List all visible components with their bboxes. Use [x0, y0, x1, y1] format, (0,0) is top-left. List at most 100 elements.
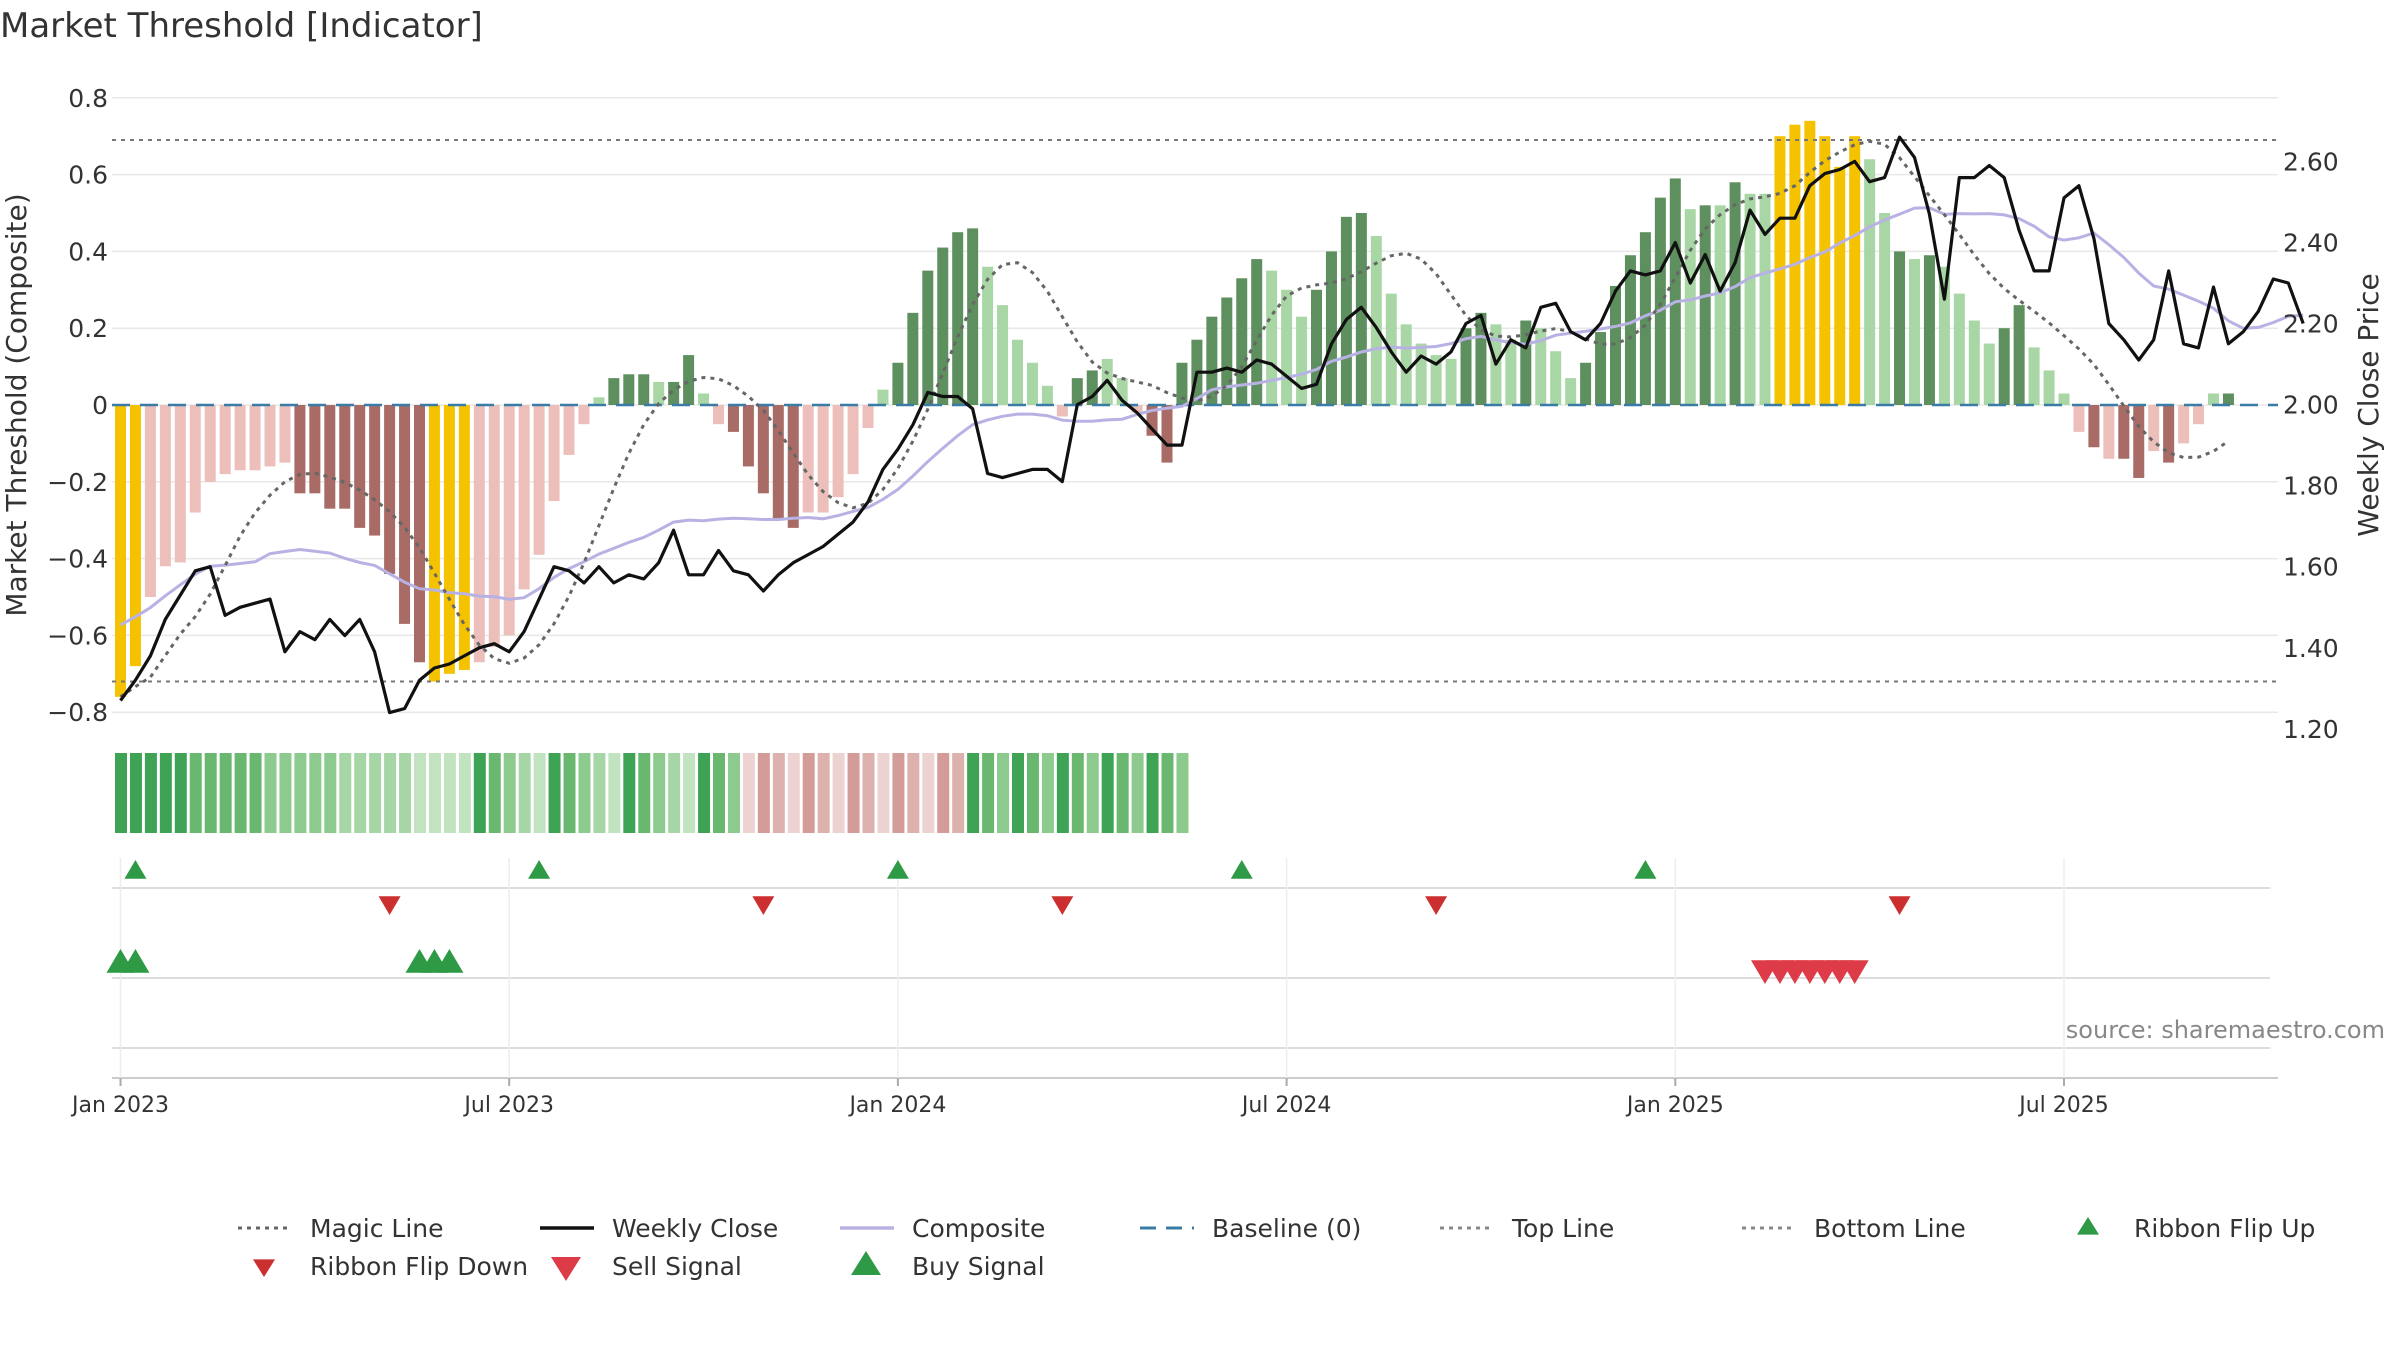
legend-item: Weekly Close	[540, 1214, 778, 1243]
composite-bar	[1415, 343, 1427, 405]
legend-label: Composite	[912, 1214, 1045, 1243]
composite-bar	[1146, 405, 1158, 436]
composite-bar	[653, 381, 665, 405]
ribbon-cell	[757, 753, 770, 833]
composite-bar	[1699, 205, 1711, 405]
composite-bar	[578, 405, 590, 425]
composite-bar	[488, 405, 500, 647]
composite-bar	[1236, 278, 1248, 405]
ribbon-cell	[817, 753, 830, 833]
ribbon-cell	[772, 753, 785, 833]
composite-bar	[1654, 197, 1666, 405]
source-label: source: sharemaestro.com	[2066, 1016, 2385, 1044]
ribbon-cell	[548, 753, 561, 833]
ribbon-cell	[1116, 753, 1129, 833]
composite-bar	[249, 405, 261, 471]
composite-bar	[458, 405, 470, 670]
ribbon-cell	[802, 753, 815, 833]
composite-bar	[1281, 289, 1293, 405]
composite-bar	[832, 405, 844, 498]
composite-bar	[952, 232, 964, 405]
ribbon-cell	[1071, 753, 1084, 833]
composite-bar	[2043, 370, 2055, 405]
ribbon-cell	[593, 753, 606, 833]
legend-item: Sell Signal	[551, 1252, 742, 1281]
x-tick-label: Jul 2024	[1240, 1093, 1332, 1118]
ribbon-cell	[294, 753, 307, 833]
legend-label: Bottom Line	[1814, 1214, 1966, 1243]
ribbon-cell	[279, 753, 292, 833]
composite-bar	[2178, 405, 2190, 444]
ribbon-cell	[907, 753, 920, 833]
ribbon-cell	[533, 753, 546, 833]
ribbon-cell	[488, 753, 501, 833]
composite-bar	[2133, 405, 2145, 478]
composite-bar	[1206, 316, 1218, 405]
legend-label: Baseline (0)	[1212, 1214, 1361, 1243]
ribbon-cell	[1026, 753, 1039, 833]
composite-bar	[1744, 193, 1756, 405]
composite-bar	[1311, 289, 1322, 405]
ribbon-cell	[129, 753, 142, 833]
ribbon-cell	[1012, 753, 1024, 833]
ribbon-cell	[742, 753, 755, 833]
signal-markers	[106, 858, 2270, 1078]
ribbon-flip-down-marker	[752, 896, 775, 915]
composite-bar	[1340, 216, 1352, 405]
legend-label: Buy Signal	[912, 1252, 1045, 1281]
composite-bar	[2193, 405, 2205, 425]
legend-swatch	[253, 1259, 275, 1277]
ribbon-cell	[638, 753, 651, 833]
composite-bar	[1639, 232, 1651, 405]
legend-label: Weekly Close	[612, 1214, 778, 1243]
legend-swatch	[2077, 1217, 2099, 1235]
composite-bars	[115, 120, 2234, 697]
composite-bar	[1505, 339, 1517, 405]
y-axis-right-label: Weekly Close Price	[2352, 273, 2385, 536]
composite-bar	[2013, 305, 2025, 405]
composite-bar	[847, 405, 859, 475]
y-right-tick-label: 2.20	[2283, 310, 2339, 339]
composite-bar	[518, 405, 530, 590]
y-right-tick-label: 2.00	[2283, 391, 2339, 420]
ribbon-cell	[249, 753, 262, 833]
buy-signal-marker	[121, 949, 150, 973]
ribbon-cell	[414, 753, 426, 833]
composite-bar	[683, 355, 695, 405]
ribbon-flip-down-marker	[1888, 896, 1911, 915]
composite-bar	[817, 405, 829, 513]
composite-bar	[1535, 328, 1547, 405]
composite-bar	[384, 405, 396, 574]
ribbon-cell	[234, 753, 247, 833]
composite-bar	[1251, 259, 1263, 405]
composite-bar	[1086, 370, 1098, 405]
ribbon-cell	[877, 753, 890, 833]
composite-bar	[2088, 405, 2100, 448]
composite-bar	[1012, 339, 1023, 405]
composite-bar	[2208, 393, 2219, 405]
composite-bar	[264, 405, 276, 467]
composite-bar	[1923, 255, 1935, 405]
legend-label: Ribbon Flip Up	[2134, 1214, 2315, 1243]
composite-bar	[309, 405, 321, 494]
buy-signal-marker	[435, 949, 464, 973]
ribbon-flip-up-marker	[1634, 860, 1657, 879]
x-tick-label: Jan 2023	[70, 1093, 169, 1118]
legend-swatch	[551, 1257, 581, 1281]
composite-bar	[698, 393, 710, 405]
ribbon-cell	[518, 753, 531, 833]
composite-bar	[1325, 251, 1337, 405]
composite-bar	[922, 270, 934, 405]
y-right-tick-label: 1.20	[2283, 715, 2339, 744]
composite-bar	[399, 405, 411, 624]
ribbon-cell	[309, 753, 322, 833]
ribbon-cell	[937, 753, 950, 833]
ribbon-cell	[997, 753, 1010, 833]
composite-bar	[443, 405, 455, 674]
composite-bar	[1221, 297, 1233, 405]
ribbon-cell	[1086, 753, 1099, 833]
y-right-tick-label: 2.60	[2283, 147, 2339, 176]
composite-bar	[2058, 393, 2070, 405]
ribbon-cell	[698, 753, 711, 833]
